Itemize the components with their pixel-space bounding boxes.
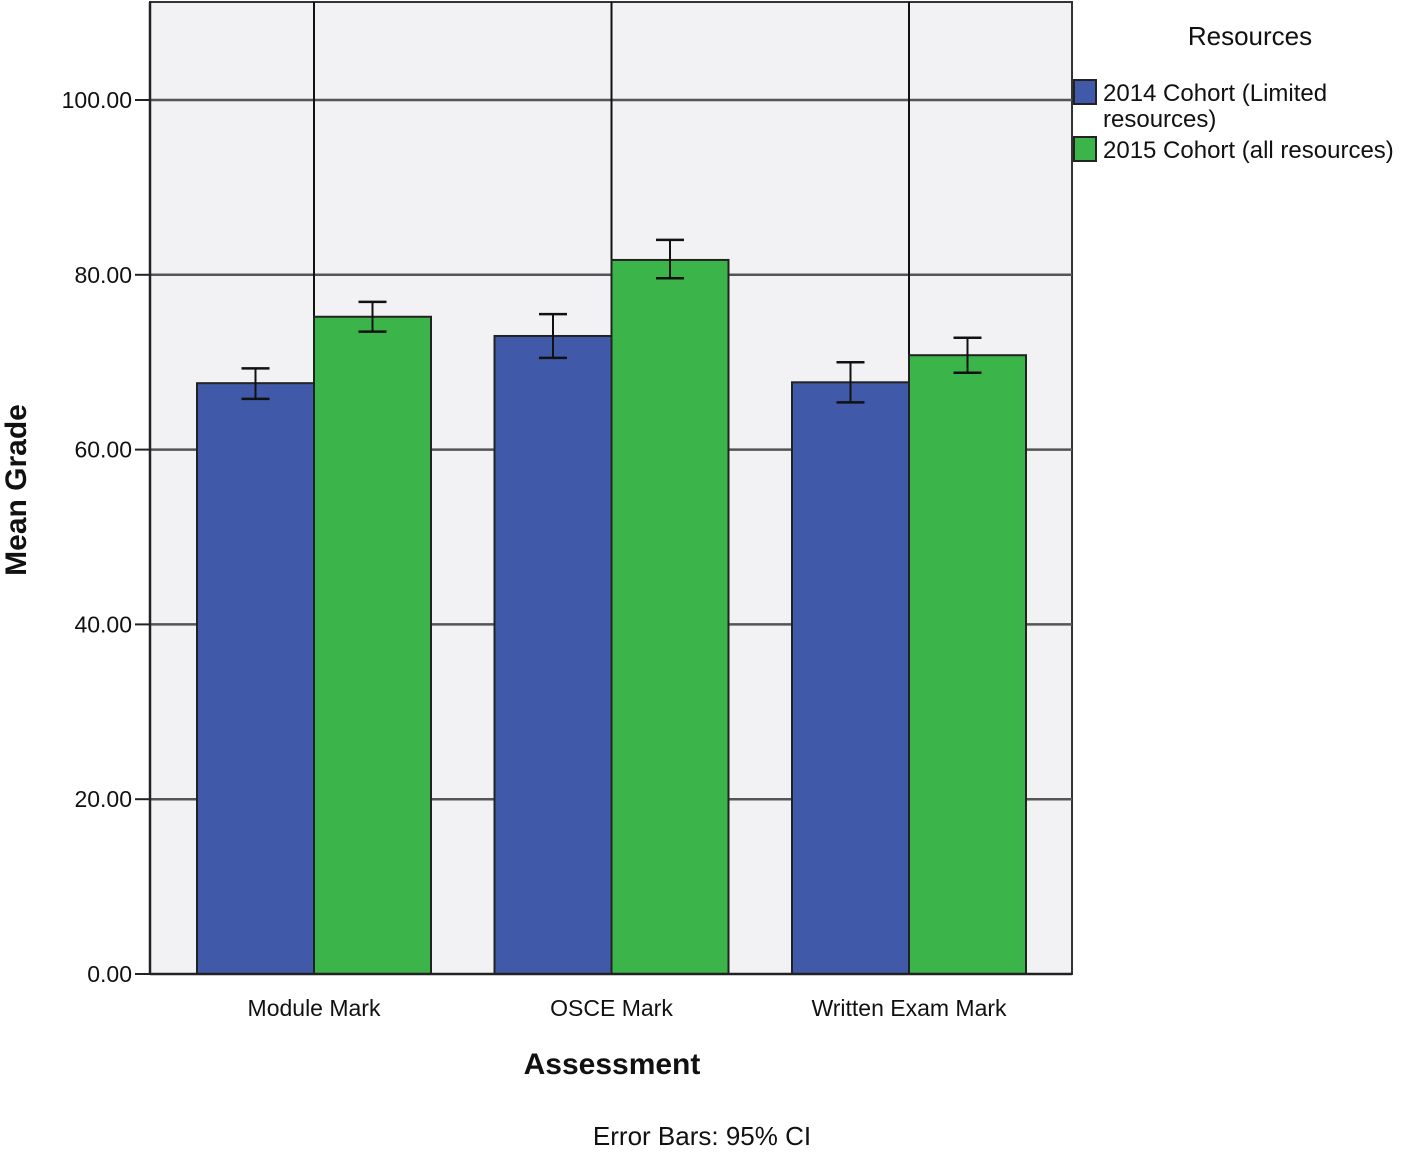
x-tick-label: Module Mark [248, 995, 381, 1021]
legend-label: 2015 Cohort (all resources) [1103, 137, 1394, 164]
y-axis-label: Mean Grade [0, 404, 33, 576]
y-tick-label: 80.00 [74, 262, 132, 288]
x-tick-label: OSCE Mark [550, 995, 673, 1021]
bar-2014-0 [196, 382, 315, 975]
y-tick-label: 40.00 [74, 611, 132, 637]
y-tick-label: 20.00 [74, 786, 132, 812]
legend-title: Resources [1188, 21, 1312, 51]
legend-swatch [1073, 136, 1097, 162]
y-tick-label: 100.00 [62, 87, 132, 113]
footnote: Error Bars: 95% CI [593, 1121, 811, 1147]
y-tick-label: 60.00 [74, 437, 132, 463]
legend-label: resources) [1103, 106, 1216, 133]
bar-2015-2 [908, 354, 1027, 975]
bar-2015-0 [313, 315, 432, 975]
bar-2015-1 [610, 258, 730, 975]
x-axis-label: Assessment [524, 1048, 701, 1081]
legend-swatch [1073, 79, 1097, 105]
legend-label: 2014 Cohort (Limited [1103, 80, 1327, 107]
x-tick-label: Written Exam Mark [811, 995, 1007, 1021]
bar-2014-2 [791, 381, 910, 975]
y-tick-label: 0.00 [87, 961, 132, 987]
legend: Resources 2014 Cohort (Limitedresources)… [1073, 21, 1394, 164]
bar-2014-1 [493, 334, 613, 976]
